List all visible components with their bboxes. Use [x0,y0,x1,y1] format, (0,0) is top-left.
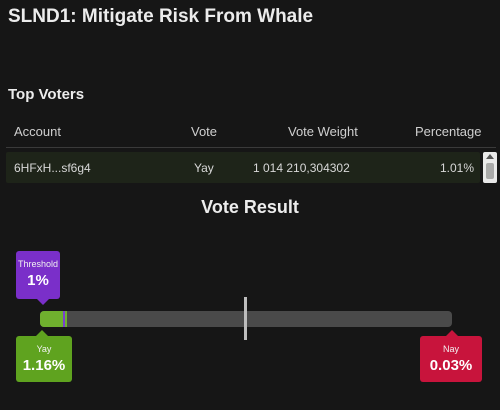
top-voters-title: Top Voters [8,86,85,103]
voters-table-header: Account Vote Vote Weight Percentage [0,118,500,146]
voter-account[interactable]: 6HFxH...sf6g4 [14,161,91,175]
nay-badge: Nay 0.03% [420,330,482,382]
column-vote[interactable]: Vote [191,124,218,139]
voter-vote: Yay [194,161,214,175]
column-percentage[interactable]: Percentage [415,124,482,139]
table-scrollbar[interactable] [483,152,497,183]
scrollbar-thumb[interactable] [486,163,494,179]
voter-percentage: 1.01% [439,161,474,175]
yay-value: 1.16% [22,357,66,374]
yay-label: Yay [36,344,52,354]
yay-badge: Yay 1.16% [16,330,72,382]
threshold-badge: Threshold 1% [16,251,60,305]
nay-label: Nay [442,344,459,354]
vote-result-title: Vote Result [201,197,299,217]
threshold-value: 1% [27,272,49,289]
threshold-label: Threshold [17,259,59,269]
table-row[interactable]: 6HFxH...sf6g4 Yay 1 014 210,304302 1.01% [6,152,480,183]
bar-center-marker [244,297,247,340]
yay-bar-fill [40,311,67,327]
threshold-marker [63,311,65,327]
voter-vote-weight: 1 014 210,304302 [253,161,350,175]
column-account[interactable]: Account [14,124,61,139]
table-header-divider [6,147,496,148]
nay-value: 0.03% [429,357,473,374]
scroll-up-icon[interactable] [486,154,494,159]
column-vote-weight[interactable]: Vote Weight [288,124,358,139]
proposal-title: SLND1: Mitigate Risk From Whale [8,6,314,27]
